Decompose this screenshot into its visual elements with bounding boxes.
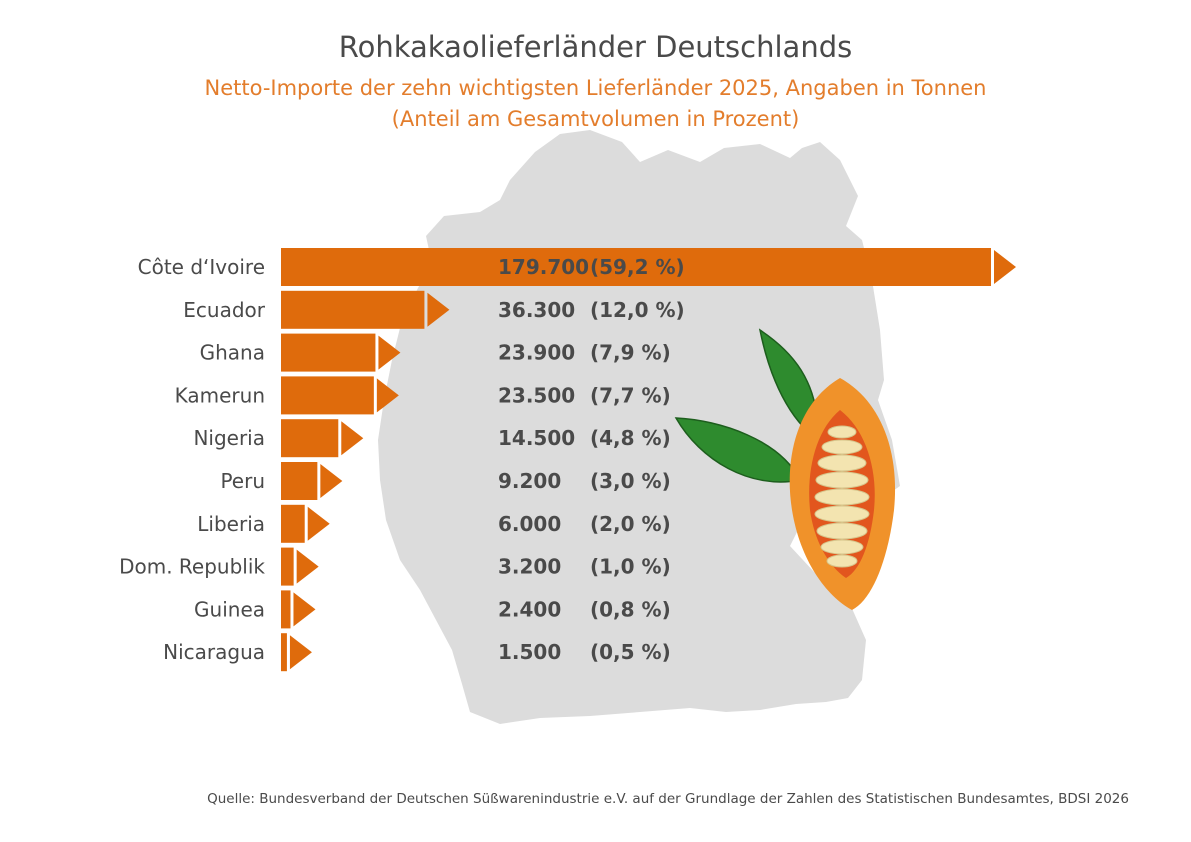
bar-arrow-tip — [289, 635, 312, 670]
bar-arrow-tip — [341, 421, 364, 456]
bar — [281, 248, 991, 286]
bar — [281, 590, 291, 629]
share-label: (59,2 %) — [590, 255, 685, 279]
bar — [281, 462, 318, 500]
bar — [281, 376, 374, 415]
category-label: Ghana — [200, 341, 265, 365]
category-label: Nicaragua — [163, 640, 265, 664]
cocoa-pod-illustration — [674, 328, 896, 610]
chart-subtitle: Netto-Importe der zehn wichtigsten Liefe… — [204, 76, 987, 100]
bar-arrow-tip — [307, 506, 330, 541]
value-label: 23.900 — [498, 341, 575, 365]
source-note: Quelle: Bundesverband der Deutschen Süßw… — [207, 791, 1129, 807]
share-label: (2,0 %) — [590, 512, 671, 536]
category-label: Peru — [220, 469, 265, 493]
category-label: Dom. Republik — [119, 555, 265, 579]
category-label: Guinea — [194, 597, 265, 621]
chart-subtitle-note: (Anteil am Gesamtvolumen in Prozent) — [391, 107, 800, 131]
value-label: 23.500 — [498, 383, 575, 407]
pod-beans — [814, 425, 870, 568]
value-label: 1.500 — [498, 640, 561, 664]
bar — [281, 547, 294, 586]
bar-arrow-tip — [376, 378, 399, 413]
value-label: 3.200 — [498, 555, 561, 579]
bar-series: Côte d‘Ivoire 179.700 (59,2 %) Ecuador 36.30… — [119, 248, 1016, 672]
category-label: Nigeria — [193, 426, 265, 450]
share-label: (12,0 %) — [590, 298, 685, 322]
bar-arrow-tip — [293, 592, 316, 627]
bar-arrow-tip — [378, 335, 401, 370]
value-label: 14.500 — [498, 426, 575, 450]
share-label: (1,0 %) — [590, 555, 671, 579]
share-label: (4,8 %) — [590, 426, 671, 450]
value-label: 36.300 — [498, 298, 575, 322]
chart-title: Rohkakaolieferländer Deutschlands — [338, 30, 853, 64]
share-label: (3,0 %) — [590, 469, 671, 493]
share-label: (0,8 %) — [590, 597, 671, 621]
bar-arrow-tip — [296, 549, 319, 584]
bar — [281, 633, 287, 672]
bar — [281, 290, 425, 329]
share-label: (7,9 %) — [590, 341, 671, 365]
category-label: Liberia — [197, 512, 265, 536]
bar — [281, 419, 339, 458]
share-label: (0,5 %) — [590, 640, 671, 664]
bar-arrow-tip — [994, 250, 1016, 284]
category-label: Ecuador — [183, 298, 265, 322]
bar — [281, 333, 376, 372]
value-label: 179.700 — [498, 255, 589, 279]
category-label: Kamerun — [175, 383, 265, 407]
value-label: 2.400 — [498, 597, 561, 621]
share-label: (7,7 %) — [590, 383, 671, 407]
bar-arrow-tip — [427, 292, 450, 327]
value-label: 9.200 — [498, 469, 561, 493]
bar — [281, 504, 305, 543]
bar-arrow-tip — [320, 464, 343, 498]
value-label: 6.000 — [498, 512, 561, 536]
category-label: Côte d‘Ivoire — [138, 255, 265, 279]
